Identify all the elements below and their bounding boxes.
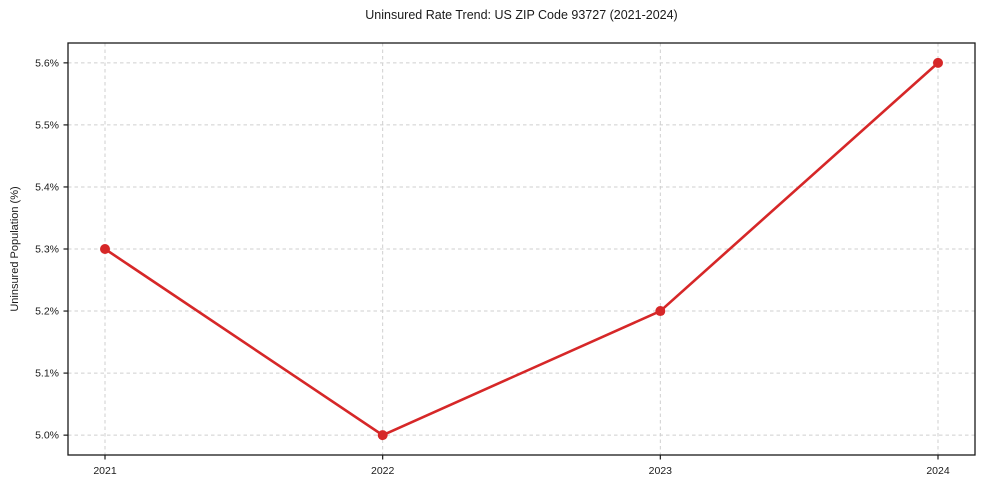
y-tick-label: 5.5% xyxy=(35,119,59,131)
x-tick-label: 2024 xyxy=(926,465,950,477)
x-tick-label: 2023 xyxy=(649,465,673,477)
x-tick-label: 2021 xyxy=(93,465,117,477)
y-tick-label: 5.3% xyxy=(35,244,59,256)
data-point-marker xyxy=(377,430,388,441)
data-point-marker xyxy=(655,306,666,317)
x-tick-label: 2022 xyxy=(371,465,395,477)
chart-title: Uninsured Rate Trend: US ZIP Code 93727 … xyxy=(365,8,678,22)
y-tick-label: 5.2% xyxy=(35,306,59,318)
y-tick-label: 5.6% xyxy=(35,57,59,69)
y-tick-label: 5.4% xyxy=(35,181,59,193)
y-tick-label: 5.0% xyxy=(35,430,59,442)
y-axis-label: Uninsured Population (%) xyxy=(9,186,21,312)
data-point-marker xyxy=(100,244,110,254)
trend-line xyxy=(103,61,940,437)
plot-border xyxy=(67,42,976,456)
data-point-marker xyxy=(933,57,943,68)
y-tick-label: 5.1% xyxy=(35,368,59,380)
